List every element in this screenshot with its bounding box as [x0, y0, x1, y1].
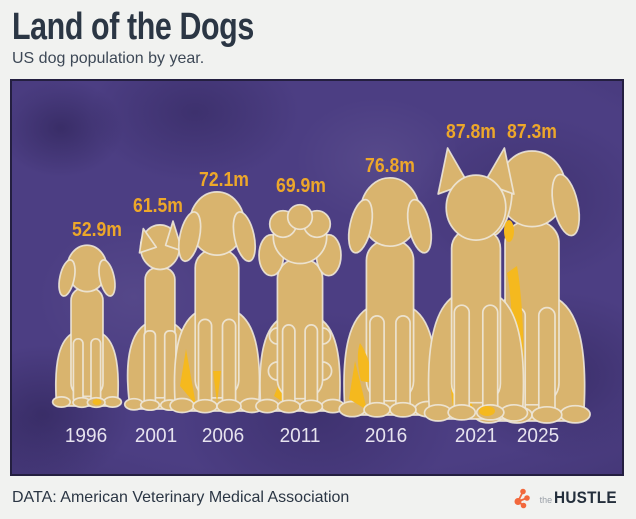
value-label-2001: 61.5m: [133, 195, 183, 217]
value-label-2016: 76.8m: [365, 155, 415, 177]
dog-silhouette-2006: [169, 191, 265, 414]
year-label-2025: 2025: [516, 425, 560, 447]
value-label-2021: 87.8m: [446, 121, 496, 143]
year-label-2021: 2021: [454, 425, 498, 447]
chart-panel: 52.9m 61.5m 72.1m 69.9m 76.8m 87.8m 87.3…: [10, 79, 624, 476]
value-label-2006: 72.1m: [199, 169, 249, 191]
value-label-2025: 87.3m: [507, 121, 557, 143]
footer: DATA: American Veterinary Medical Associ…: [0, 476, 636, 519]
page-subtitle: US dog population by year.: [12, 49, 205, 67]
dog-silhouette-2011: [255, 203, 345, 414]
value-label-2011: 69.9m: [276, 175, 326, 197]
dog-silhouettes: [51, 147, 591, 424]
year-label-2001: 2001: [134, 425, 178, 447]
dog-silhouette-2021: [423, 147, 529, 422]
value-label-1996: 52.9m: [72, 219, 122, 241]
dog-silhouette-1996: [51, 244, 123, 409]
year-label-2011: 2011: [279, 425, 321, 447]
panel-vignette: [12, 81, 622, 474]
hubspot-sprocket-icon: [514, 488, 530, 508]
header: Land of the Dogs US dog population by ye…: [12, 6, 314, 68]
page-title: Land of the Dogs: [12, 6, 254, 48]
year-label-2016: 2016: [364, 425, 408, 447]
brand-the: the: [539, 494, 553, 505]
data-source-text: DATA: American Veterinary Medical Associ…: [12, 488, 350, 506]
brand-name: HUSTLE: [554, 487, 618, 507]
year-label-2006: 2006: [201, 425, 245, 447]
brand-logo: the HUSTLE: [510, 487, 624, 509]
year-label-1996: 1996: [64, 425, 108, 447]
dog-silhouette-2001: [123, 220, 197, 412]
